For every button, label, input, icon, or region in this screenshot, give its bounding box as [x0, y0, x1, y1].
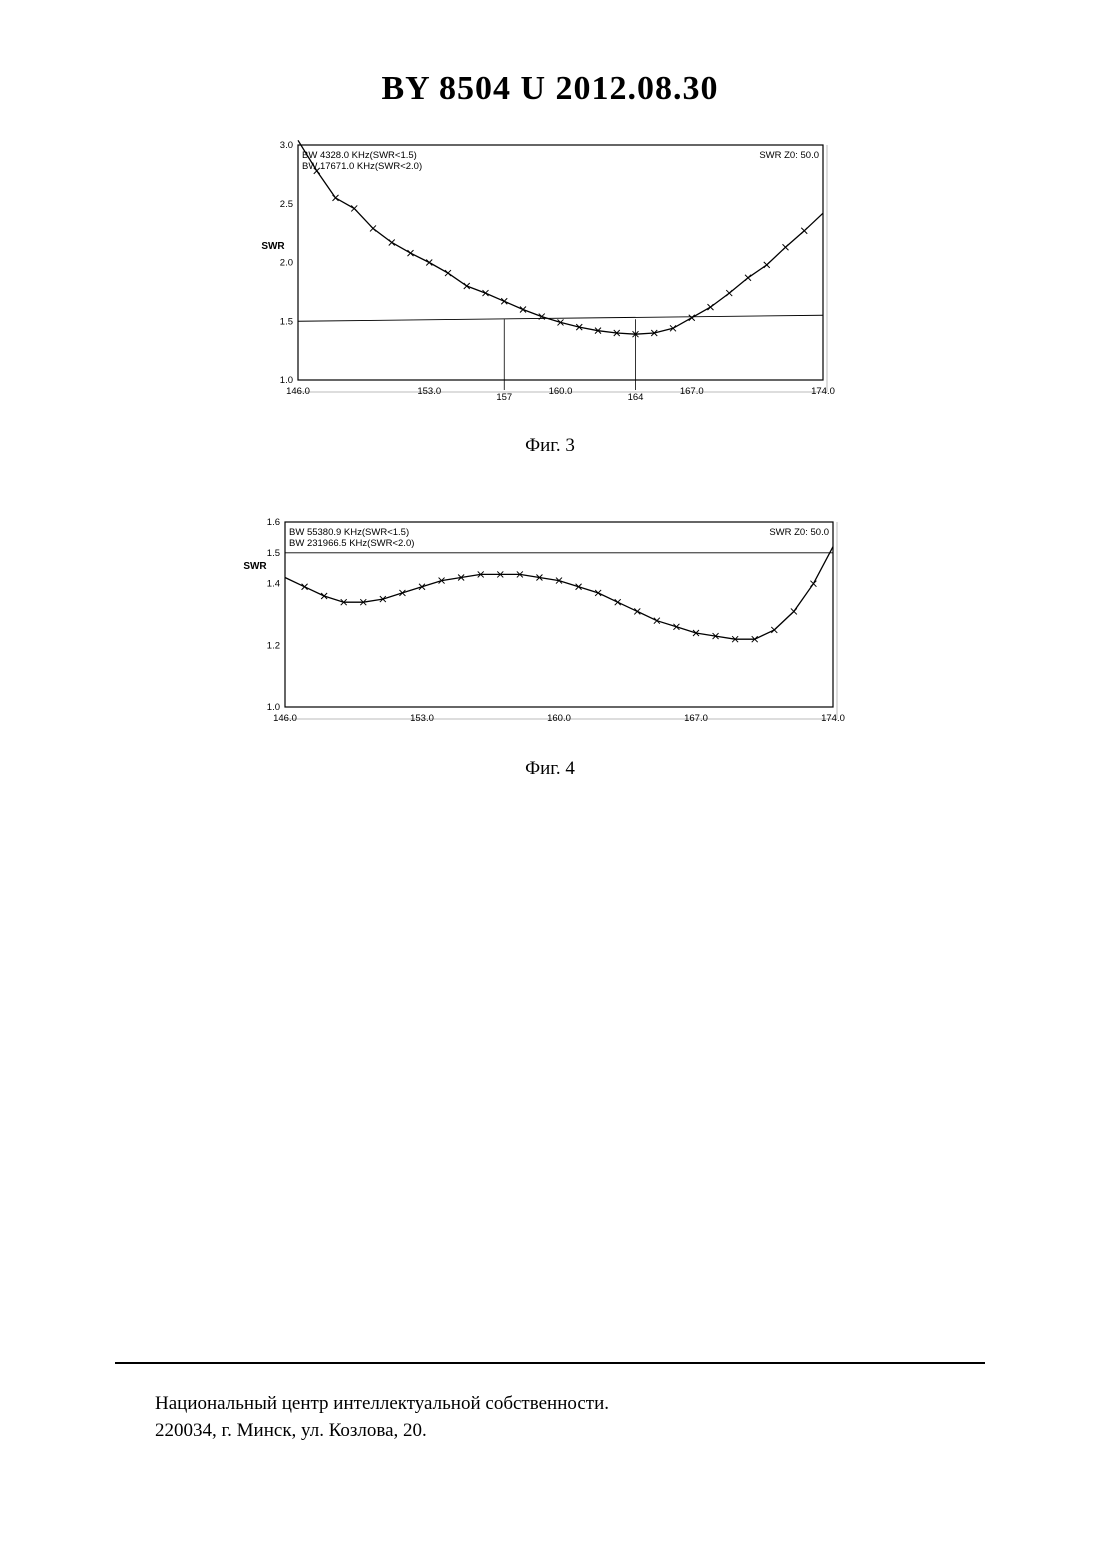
chart-fig4-svg: 1.0 1.2 1.4 1.5 1.6 146.0 153.0 160.0 167.0 174.0…: [245, 512, 855, 737]
footer-line-2: 220034, г. Минск, ул. Козлова, 20.: [155, 1420, 427, 1442]
fig3-annotation-bw1: BW 4328.0 KHz(SWR<1.5): [302, 150, 417, 161]
fig3-data-point: [764, 262, 770, 268]
fig3-data-point: [801, 228, 807, 234]
fig4-data-point: [791, 608, 797, 614]
fig3-data-point: [464, 283, 470, 289]
fig3-x-tick-label: 157: [496, 392, 512, 403]
fig3-data-point: [708, 304, 714, 310]
fig3-y-tick-label: 1.0: [280, 375, 293, 386]
fig3-y-tick-label: 2.5: [280, 199, 293, 210]
fig3-reference-line: [298, 315, 823, 321]
fig4-x-tick-label: 174.0: [821, 713, 845, 724]
fig3-y-tick-label: 2.0: [280, 258, 293, 269]
fig3-annotation-z0: SWR Z0: 50.0: [759, 150, 819, 161]
fig4-y-axis-label: SWR: [243, 561, 267, 572]
document-header: BY 8504 U 2012.08.30: [0, 70, 1100, 108]
fig4-y-tick-label: 1.2: [267, 640, 280, 651]
fig3-data-point: [445, 270, 451, 276]
fig3-plot-frame: [298, 145, 823, 380]
fig4-annotation-bw2: BW 231966.5 KHz(SWR<2.0): [289, 538, 414, 549]
fig4-data-point: [810, 581, 816, 587]
fig3-data-point: [408, 250, 414, 256]
fig3-annotation-bw2: BW 17671.0 KHz(SWR<2.0): [302, 161, 422, 172]
fig3-data-point: [783, 244, 789, 250]
fig3-data-point: [426, 260, 432, 266]
fig3-data-point: [333, 195, 339, 201]
fig3-data-point: [501, 298, 507, 304]
fig3-y-tick-label: 1.5: [280, 316, 293, 327]
fig3-x-tick-label: 160.0: [549, 386, 573, 397]
fig3-data-point: [745, 275, 751, 281]
fig4-x-tick-label: 160.0: [547, 713, 571, 724]
fig3-x-tick-label: 164: [628, 392, 644, 403]
fig4-annotation-bw1: BW 55380.9 KHz(SWR<1.5): [289, 527, 409, 538]
fig4-y-tick-label: 1.0: [267, 702, 280, 713]
fig4-y-tick-label: 1.4: [267, 579, 280, 590]
fig4-y-tick-label: 1.5: [267, 548, 280, 559]
fig4-annotation-z0: SWR Z0: 50.0: [769, 527, 829, 538]
fig4-series-line: [285, 547, 833, 640]
fig4-y-tick-label: 1.6: [267, 517, 280, 528]
fig4-x-tick-label: 167.0: [684, 713, 708, 724]
caption-fig3: Фиг. 3: [0, 435, 1100, 457]
fig3-data-point: [389, 240, 395, 246]
fig3-x-tick-label: 167.0: [680, 386, 704, 397]
fig3-x-tick-label: 174.0: [811, 386, 835, 397]
fig4-x-tick-label: 146.0: [273, 713, 297, 724]
footer-line-1: Национальный центр интеллектуальной собс…: [155, 1393, 609, 1415]
fig4-data-point: [634, 608, 640, 614]
fig3-data-point: [689, 315, 695, 321]
chart-fig3-svg: 1.0 1.5 2.0 2.5 3.0 146.0 153.0 157 160.0 164 167.…: [245, 135, 835, 410]
caption-fig4: Фиг. 4: [0, 758, 1100, 780]
fig3-x-tick-label: 146.0: [286, 386, 310, 397]
fig3-data-point: [483, 290, 489, 296]
footer-rule: [115, 1362, 985, 1364]
fig4-data-point: [771, 627, 777, 633]
fig3-y-tick-label: 3.0: [280, 140, 293, 151]
chart-fig3: 1.0 1.5 2.0 2.5 3.0 146.0 153.0 157 160.0 164 167.…: [245, 135, 835, 410]
fig3-data-point: [370, 225, 376, 231]
fig3-x-tick-label: 153.0: [417, 386, 441, 397]
fig4-x-tick-label: 153.0: [410, 713, 434, 724]
fig3-data-point: [351, 205, 357, 211]
chart-fig4: 1.0 1.2 1.4 1.5 1.6 146.0 153.0 160.0 167.0 174.0…: [245, 512, 855, 737]
fig4-plot-frame: [285, 522, 833, 707]
fig4-data-point: [302, 584, 308, 590]
fig3-y-axis-label: SWR: [261, 241, 285, 252]
fig3-data-point: [520, 307, 526, 313]
fig4-data-point: [615, 599, 621, 605]
fig3-data-point: [726, 290, 732, 296]
